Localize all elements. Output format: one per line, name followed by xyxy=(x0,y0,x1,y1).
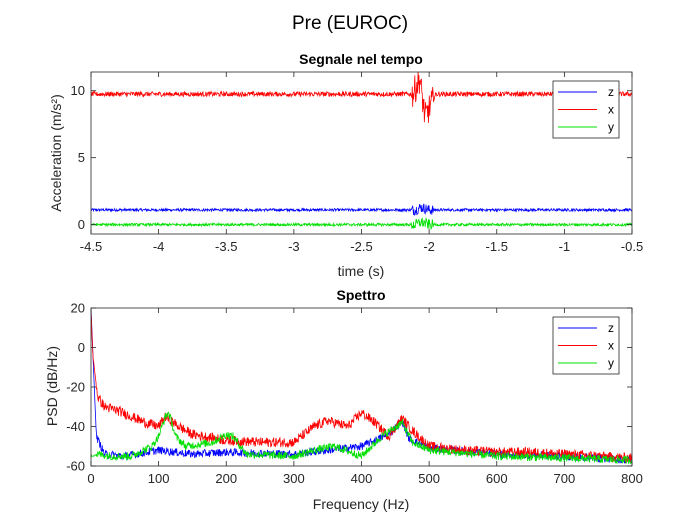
y-tick-label: 0 xyxy=(78,340,85,355)
x-tick-label: 500 xyxy=(418,471,440,486)
legend-label-z: z xyxy=(608,321,614,335)
y-tick-label: -40 xyxy=(66,419,85,434)
y-tick-label: 0 xyxy=(78,217,85,232)
time-x-axis-label: time (s) xyxy=(338,263,385,279)
x-tick-label: -2.5 xyxy=(350,239,372,254)
legend-label-x: x xyxy=(608,339,614,353)
x-tick-label: -4 xyxy=(153,239,165,254)
x-tick-label: -1.5 xyxy=(486,239,508,254)
x-tick-label: 300 xyxy=(283,471,305,486)
x-tick-label: 400 xyxy=(351,471,373,486)
time-plot-area: -4.5 -4 -3.5 -3 -2.5 -2 -1.5 -1 -0.5 0 5 10 zxy xyxy=(71,71,643,254)
figure-title: Pre (EUROC) xyxy=(292,13,408,34)
series-line-y xyxy=(91,411,632,465)
x-tick-label: 700 xyxy=(554,471,576,486)
y-tick-label: -60 xyxy=(66,459,85,474)
x-tick-label: -3 xyxy=(288,239,300,254)
plot-background xyxy=(91,72,632,234)
legend-label-y: y xyxy=(608,120,614,134)
plot-background xyxy=(91,308,632,466)
spectrum-plot-area: 0 100 200 300 400 500 600 700 800 -60 -40 -20 0 20 zxy xyxy=(66,301,643,487)
spectrum-x-axis-label: Frequency (Hz) xyxy=(313,496,409,512)
x-tick-label: 0 xyxy=(87,471,94,486)
x-tick-label: 100 xyxy=(148,471,170,486)
time-panel-title: Segnale nel tempo xyxy=(299,51,423,67)
y-tick-label: -20 xyxy=(66,380,85,395)
spectrum-panel-title: Spettro xyxy=(337,287,386,303)
y-tick-label: 5 xyxy=(78,150,85,165)
time-signal-panel: Segnale nel tempo -4.5 -4 -3.5 -3 -2.5 -2 -1.5… xyxy=(48,51,643,279)
x-tick-label: -4.5 xyxy=(80,239,102,254)
spectrum-y-axis-label: PSD (dB/Hz) xyxy=(44,346,60,426)
x-tick-label: 800 xyxy=(621,471,643,486)
x-tick-label: -2 xyxy=(423,239,435,254)
series-line-x xyxy=(91,311,632,464)
x-tick-label: -0.5 xyxy=(621,239,643,254)
spectrum-panel: Spettro 0 100 200 300 400 500 600 700 800-60-40-… xyxy=(44,287,643,512)
x-tick-label: 200 xyxy=(215,471,237,486)
legend-label-x: x xyxy=(608,103,614,117)
x-tick-label: -1 xyxy=(559,239,571,254)
series-line-y xyxy=(91,217,632,230)
x-tick-label: 600 xyxy=(486,471,508,486)
legend: zxy xyxy=(552,80,620,139)
legend-label-z: z xyxy=(608,85,614,99)
series-line-z xyxy=(91,203,632,217)
x-tick-label: -3.5 xyxy=(215,239,237,254)
series-line-x xyxy=(91,72,632,123)
time-y-axis-label: Acceleration (m/s²) xyxy=(48,94,64,211)
legend: zxy xyxy=(552,316,620,375)
y-tick-label: 10 xyxy=(71,83,85,98)
legend-label-y: y xyxy=(608,356,614,370)
y-tick-label: 20 xyxy=(71,301,85,316)
